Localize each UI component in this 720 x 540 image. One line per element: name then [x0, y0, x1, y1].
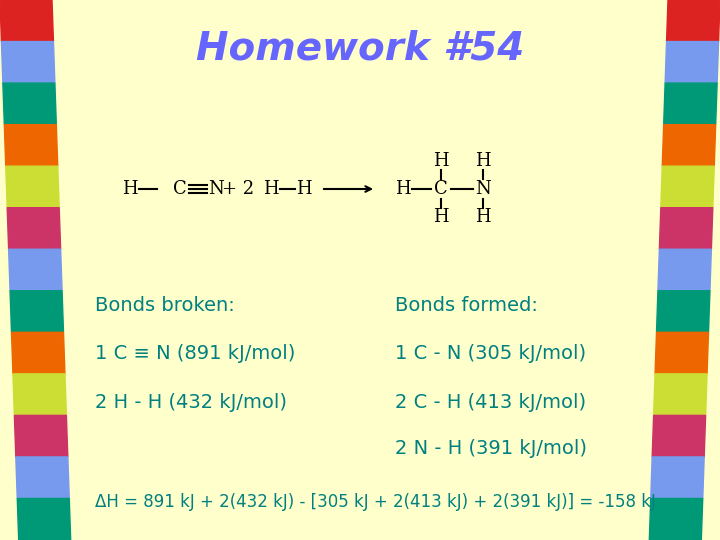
- Polygon shape: [652, 415, 706, 457]
- Polygon shape: [6, 166, 59, 208]
- Polygon shape: [3, 83, 56, 125]
- Polygon shape: [14, 415, 68, 457]
- Text: H: H: [475, 208, 491, 226]
- Polygon shape: [17, 498, 71, 540]
- Text: ΔH = 891 kJ + 2(432 kJ) - [305 kJ + 2(413 kJ) + 2(391 kJ)] = -158 kJ: ΔH = 891 kJ + 2(432 kJ) - [305 kJ + 2(41…: [95, 493, 656, 511]
- Text: 2 H - H (432 kJ/mol): 2 H - H (432 kJ/mol): [95, 393, 287, 412]
- Polygon shape: [649, 498, 703, 540]
- Text: H: H: [296, 180, 312, 198]
- Text: 2 C - H (413 kJ/mol): 2 C - H (413 kJ/mol): [395, 393, 586, 412]
- Polygon shape: [660, 208, 713, 249]
- Text: Bonds broken:: Bonds broken:: [95, 295, 235, 315]
- Polygon shape: [9, 249, 62, 291]
- Text: H: H: [433, 152, 449, 170]
- Text: N: N: [208, 180, 224, 198]
- Text: H: H: [433, 208, 449, 226]
- Text: H: H: [395, 180, 411, 198]
- Text: 1 C - N (305 kJ/mol): 1 C - N (305 kJ/mol): [395, 344, 586, 363]
- Text: H: H: [475, 152, 491, 170]
- Polygon shape: [13, 374, 66, 415]
- Polygon shape: [7, 208, 60, 249]
- Text: H: H: [264, 180, 279, 198]
- Text: Bonds formed:: Bonds formed:: [395, 295, 538, 315]
- Polygon shape: [654, 374, 707, 415]
- Polygon shape: [651, 457, 704, 498]
- Polygon shape: [16, 457, 69, 498]
- Polygon shape: [665, 42, 719, 83]
- Text: Homework #54: Homework #54: [196, 30, 524, 68]
- Polygon shape: [0, 0, 53, 42]
- Text: 2 N - H (391 kJ/mol): 2 N - H (391 kJ/mol): [395, 438, 587, 458]
- Text: 1 C ≡ N (891 kJ/mol): 1 C ≡ N (891 kJ/mol): [95, 344, 295, 363]
- Text: + 2: + 2: [222, 180, 254, 198]
- Text: C: C: [434, 180, 448, 198]
- Polygon shape: [4, 125, 58, 166]
- Text: H: H: [122, 180, 138, 198]
- Polygon shape: [655, 332, 708, 374]
- Polygon shape: [657, 291, 710, 332]
- Polygon shape: [664, 83, 717, 125]
- Text: N: N: [475, 180, 491, 198]
- Polygon shape: [658, 249, 711, 291]
- Polygon shape: [661, 166, 714, 208]
- Polygon shape: [1, 42, 55, 83]
- Polygon shape: [662, 125, 716, 166]
- Text: C: C: [173, 180, 187, 198]
- Polygon shape: [10, 291, 63, 332]
- Polygon shape: [12, 332, 65, 374]
- Polygon shape: [667, 0, 720, 42]
